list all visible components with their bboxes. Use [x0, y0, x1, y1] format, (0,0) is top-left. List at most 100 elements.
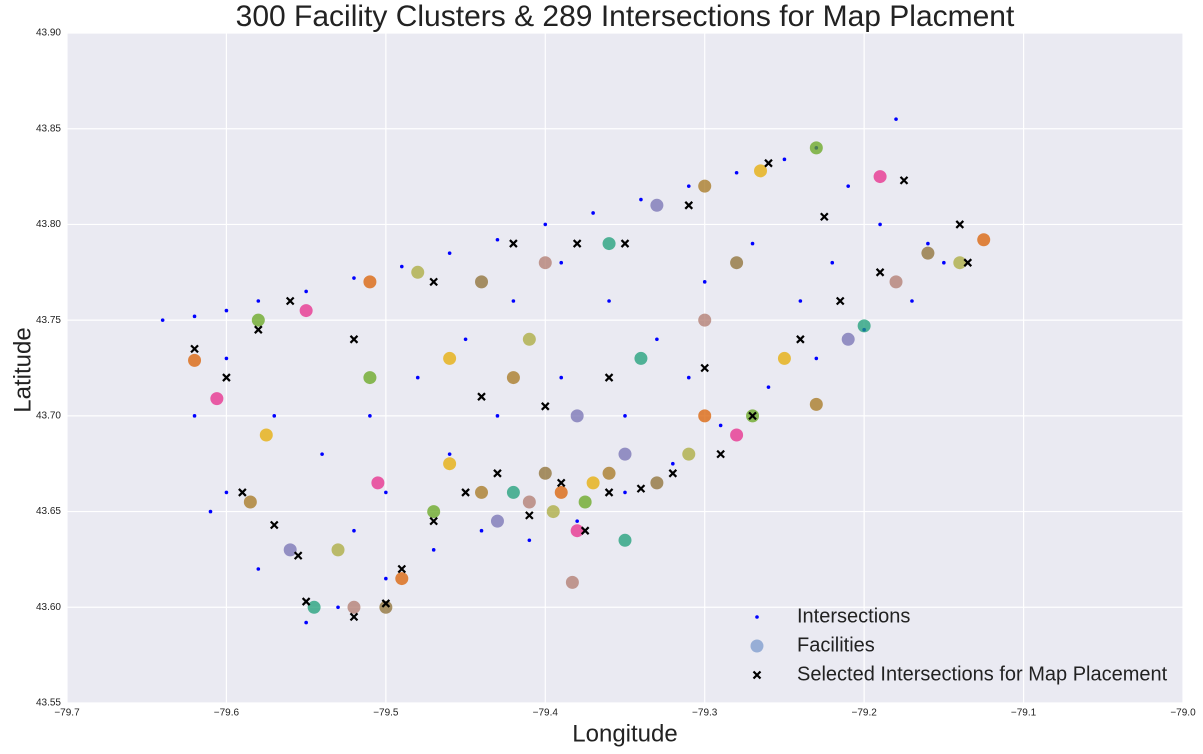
data-point	[575, 519, 579, 523]
data-point	[570, 409, 584, 423]
data-point	[963, 258, 973, 267]
y-axis-label: Latitude	[9, 327, 36, 412]
y-tick-label: 43.85	[36, 123, 61, 134]
data-point	[349, 335, 359, 344]
data-point	[572, 239, 582, 248]
data-point	[210, 392, 224, 406]
data-point	[293, 551, 303, 560]
data-point	[782, 157, 787, 162]
data-point	[331, 543, 345, 557]
data-point	[766, 385, 771, 389]
data-point	[718, 423, 723, 428]
data-point	[750, 241, 755, 246]
data-point	[618, 533, 632, 547]
data-point	[522, 332, 536, 346]
data-point	[256, 567, 261, 571]
data-point	[224, 356, 229, 361]
data-point	[607, 299, 611, 303]
data-point	[463, 337, 468, 342]
data-point	[604, 373, 614, 382]
data-point	[368, 414, 372, 418]
data-point	[461, 488, 470, 497]
data-point	[809, 141, 823, 155]
data-point	[347, 600, 361, 614]
data-point	[352, 528, 356, 533]
data-point	[371, 476, 385, 490]
y-tick-label: 43.65	[36, 506, 61, 517]
x-tick-label: −79.6	[214, 708, 240, 719]
data-point	[477, 392, 486, 401]
x-tick-label: −79.4	[533, 708, 559, 719]
data-point	[238, 488, 247, 497]
data-point	[580, 526, 590, 535]
data-point	[559, 260, 564, 265]
data-point	[395, 572, 409, 586]
data-point	[716, 449, 725, 459]
data-point	[304, 620, 308, 625]
data-point	[942, 260, 946, 265]
data-point	[730, 256, 744, 270]
data-point	[188, 353, 202, 367]
data-point	[655, 337, 659, 342]
data-point	[910, 299, 914, 303]
data-point	[190, 344, 199, 354]
data-point	[748, 411, 757, 421]
y-tick-label: 43.80	[36, 219, 61, 230]
data-point	[363, 275, 377, 289]
data-point	[559, 375, 564, 380]
data-point	[495, 237, 500, 242]
data-point	[668, 469, 678, 478]
data-point	[384, 490, 388, 495]
data-point	[650, 198, 664, 212]
data-point	[429, 516, 438, 526]
data-point	[411, 265, 425, 279]
data-point	[698, 313, 712, 327]
legend-marker	[752, 670, 762, 680]
data-point	[384, 576, 388, 581]
data-point	[700, 363, 709, 373]
legend-label: Facilities	[797, 634, 875, 656]
legend-label: Intersections	[797, 605, 910, 627]
data-point	[269, 520, 279, 530]
data-point	[730, 428, 744, 442]
legend-label: Selected Intersections for Map Placement	[797, 663, 1168, 685]
legend-marker	[755, 615, 759, 619]
data-point	[381, 599, 391, 608]
x-tick-label: −79.0	[1170, 708, 1196, 719]
data-point	[820, 212, 829, 222]
data-point	[578, 495, 592, 509]
data-point	[650, 476, 664, 490]
data-point	[192, 414, 197, 418]
data-point	[256, 299, 261, 303]
data-point	[686, 375, 691, 380]
x-tick-label: −79.2	[851, 708, 877, 719]
data-point	[604, 488, 614, 497]
data-point	[522, 495, 536, 509]
data-point	[447, 251, 452, 255]
plot-area	[67, 33, 1183, 703]
data-point	[977, 233, 991, 247]
data-point	[254, 325, 263, 334]
y-tick-label: 43.75	[36, 315, 61, 326]
data-point	[379, 600, 393, 614]
data-point	[527, 538, 532, 543]
data-point	[525, 511, 534, 520]
y-tick-label: 43.70	[36, 410, 61, 421]
data-point	[565, 575, 579, 589]
x-tick-label: −79.3	[692, 708, 718, 719]
data-point	[636, 484, 646, 493]
data-point	[955, 220, 965, 229]
data-point	[814, 356, 819, 361]
legend-marker	[750, 639, 764, 653]
data-point	[623, 490, 627, 495]
data-point	[431, 548, 436, 552]
data-point	[777, 351, 791, 365]
data-point	[475, 485, 489, 499]
data-point	[251, 313, 265, 327]
x-tick-label: −79.5	[373, 708, 399, 719]
data-point	[921, 246, 935, 260]
data-point	[224, 490, 229, 495]
data-point	[349, 612, 359, 622]
x-tick-label: −79.7	[54, 708, 80, 719]
data-point	[301, 597, 311, 606]
